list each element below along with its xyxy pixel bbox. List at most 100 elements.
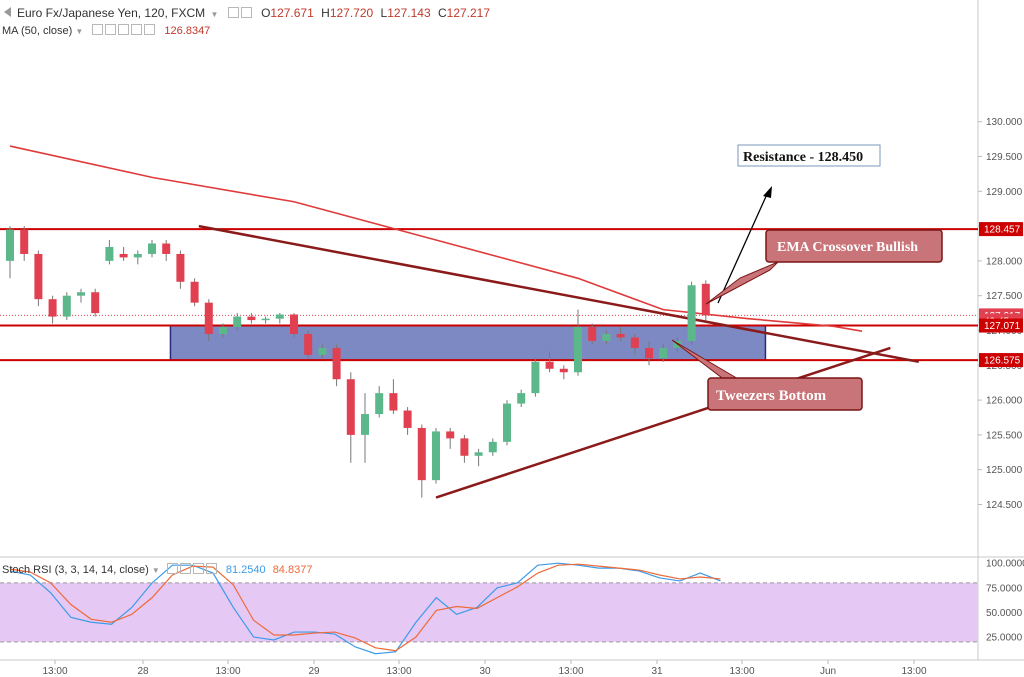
price-badge-label: 127.071	[984, 321, 1021, 332]
time-tick-label: 29	[308, 666, 320, 677]
symbol-header: Euro Fx/Japanese Yen, 120, FXCM ▼ O127.6…	[4, 6, 490, 20]
low-label: L	[380, 6, 388, 20]
price-tick-label: 125.500	[986, 430, 1023, 441]
stoch-d-value: 84.8377	[272, 564, 313, 576]
candle-body	[687, 285, 696, 341]
breakout-arrow-head	[763, 186, 772, 198]
breakout-arrow-line	[717, 191, 769, 304]
ma-remove-icon[interactable]	[118, 24, 130, 35]
tweezers-callout-box	[707, 377, 863, 411]
stoch-remove-icon[interactable]	[192, 563, 204, 574]
ma-settings-icon[interactable]	[105, 24, 117, 35]
candle-body	[91, 292, 100, 314]
symbol-dropdown-icon[interactable]: ▼	[210, 10, 219, 19]
price-badge	[979, 222, 1023, 237]
time-tick-label: 31	[651, 666, 663, 677]
candle-body	[559, 368, 568, 373]
open-label: O	[261, 6, 271, 20]
price-tick-label: 124.500	[986, 500, 1023, 511]
high-value: 127.720	[329, 6, 374, 20]
candle-body	[545, 361, 554, 369]
low-value: 127.143	[387, 6, 431, 20]
close-label: C	[437, 6, 447, 20]
stoch-rsi-series-line	[9, 563, 721, 652]
candle-body	[176, 253, 185, 282]
stoch-settings-icon[interactable]	[179, 563, 191, 574]
candle-body	[20, 229, 29, 254]
time-tick-label: Jun	[820, 666, 836, 677]
candle-body	[148, 243, 156, 254]
resistance-annotation-label: Resistance - 128.450	[743, 150, 863, 165]
price-badge-label: 128.457	[984, 225, 1021, 236]
price-tick-label: 128.000	[986, 256, 1023, 267]
candle-body	[531, 361, 540, 394]
candle-body	[219, 327, 227, 334]
candle-body	[602, 333, 611, 341]
price-badge	[979, 353, 1023, 368]
stoch-rsi-band	[0, 582, 978, 642]
trendline	[198, 224, 920, 364]
candle-body	[361, 414, 369, 435]
tweezers-callout-label: Tweezers Bottom	[716, 388, 827, 404]
candle-body	[460, 438, 469, 456]
candle-body	[304, 333, 313, 355]
settings-icon[interactable]	[240, 7, 252, 18]
price-badge-label: 126.575	[984, 356, 1021, 367]
stoch-rsi-tick-label: 100.0000	[986, 559, 1024, 570]
stoch-rsi-tick-label: 25.0000	[986, 633, 1023, 644]
visibility-icon[interactable]	[227, 7, 239, 18]
candle-body	[318, 347, 327, 355]
candle-body	[446, 431, 455, 439]
candle-body	[474, 452, 483, 456]
candle-body	[417, 427, 426, 481]
candle-body	[630, 337, 639, 348]
candle-body	[375, 393, 384, 415]
ema-callout-box	[765, 229, 943, 263]
candle-body	[574, 327, 582, 373]
time-tick-label: 13:00	[901, 666, 926, 677]
candle-body	[503, 403, 511, 442]
open-value: 127.671	[270, 6, 314, 20]
ma-value: 126.8347	[164, 25, 211, 37]
price-tick-label: 129.000	[986, 187, 1023, 198]
ma-more-icon[interactable]	[131, 24, 143, 35]
stoch-rsi-tick-label: 50.0000	[986, 608, 1023, 619]
high-label: H	[321, 6, 330, 20]
candle-body	[403, 410, 412, 428]
stoch-visibility-icon[interactable]	[166, 563, 178, 574]
candle-body	[517, 393, 526, 404]
stoch-k-value: 81.2540	[225, 564, 266, 576]
ma-close-icon[interactable]	[144, 24, 156, 35]
ma-visibility-icon[interactable]	[92, 24, 104, 35]
candle-body	[34, 253, 43, 300]
candle-body	[204, 302, 213, 334]
candle-body	[190, 281, 199, 303]
candle-body	[275, 314, 284, 319]
candle-body	[119, 253, 128, 258]
stoch-more-icon[interactable]	[205, 563, 217, 574]
close-value: 127.217	[446, 6, 491, 20]
price-tick-label: 126.000	[986, 396, 1023, 407]
candle-body	[233, 316, 242, 328]
time-tick-label: 13:00	[42, 666, 67, 677]
trendline	[435, 346, 891, 499]
ema-callout-label: EMA Crossover Bullish	[777, 240, 918, 255]
time-tick-label: 13:00	[729, 666, 754, 677]
price-tick-label: 129.500	[986, 152, 1023, 163]
candle-body	[62, 295, 71, 317]
price-tick-label: 130.000	[986, 117, 1023, 128]
candle-body	[659, 347, 668, 359]
ma-label: MA (50, close)	[2, 25, 73, 37]
candle-body	[645, 347, 653, 359]
candle-body	[133, 253, 142, 258]
ema-callout-pointer	[705, 261, 779, 305]
candle-body	[162, 243, 171, 254]
ma-dropdown-icon[interactable]: ▼	[75, 27, 84, 36]
candle-body	[105, 246, 114, 261]
stoch-rsi-dropdown-icon[interactable]: ▼	[151, 566, 160, 575]
candle-body	[247, 316, 256, 321]
time-tick-label: 30	[479, 666, 491, 677]
symbol-collapse-icon[interactable]	[4, 7, 11, 17]
stoch-rsi-series-line	[9, 562, 721, 655]
